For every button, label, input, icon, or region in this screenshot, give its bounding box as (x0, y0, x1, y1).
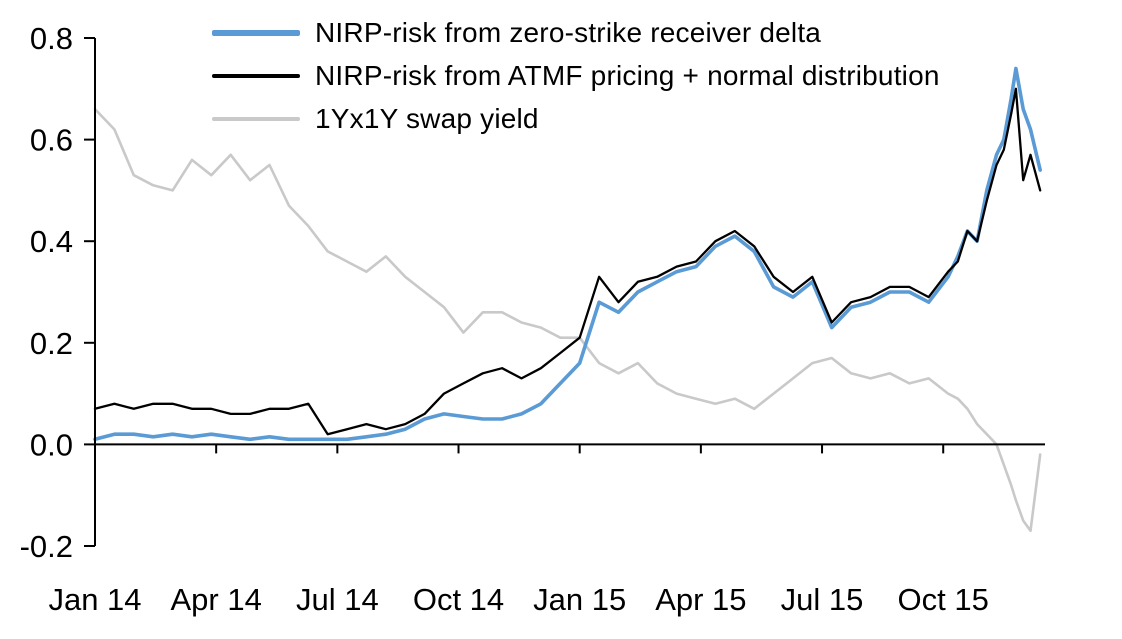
legend-swatch-blue-line (212, 30, 300, 36)
y-tick-label: -0.2 (20, 529, 73, 564)
x-tick-label: Oct 14 (413, 582, 504, 617)
legend-label: 1Yx1Y swap yield (315, 103, 539, 134)
x-tick-label: Jan 15 (533, 582, 626, 617)
x-tick-label: Oct 15 (898, 582, 989, 617)
legend-swatch-gray-line (212, 116, 300, 122)
x-tick-label: Jul 15 (781, 582, 864, 617)
legend-item-atmf: NIRP-risk from ATMF pricing + normal dis… (212, 59, 940, 93)
y-tick-label: 0.8 (30, 21, 73, 56)
y-tick-label: 0.4 (30, 224, 73, 259)
legend: NIRP-risk from zero-strike receiver delt… (212, 16, 940, 136)
legend-label: NIRP-risk from ATMF pricing + normal dis… (315, 60, 940, 91)
legend-item-swap-yield: 1Yx1Y swap yield (212, 102, 940, 136)
series-line-2 (93, 107, 1042, 533)
y-tick-label: 0.0 (30, 427, 73, 462)
y-tick-label: 0.2 (30, 326, 73, 361)
legend-swatch-black-line (212, 74, 300, 78)
legend-label: NIRP-risk from zero-strike receiver delt… (315, 17, 822, 48)
x-tick-label: Jul 14 (296, 582, 379, 617)
x-tick-label: Apr 15 (655, 582, 746, 617)
series-line-1 (93, 87, 1042, 436)
x-tick-label: Jan 14 (48, 582, 141, 617)
x-tick-label: Apr 14 (171, 582, 262, 617)
legend-item-zero-strike: NIRP-risk from zero-strike receiver delt… (212, 16, 940, 50)
y-tick-label: 0.6 (30, 123, 73, 158)
